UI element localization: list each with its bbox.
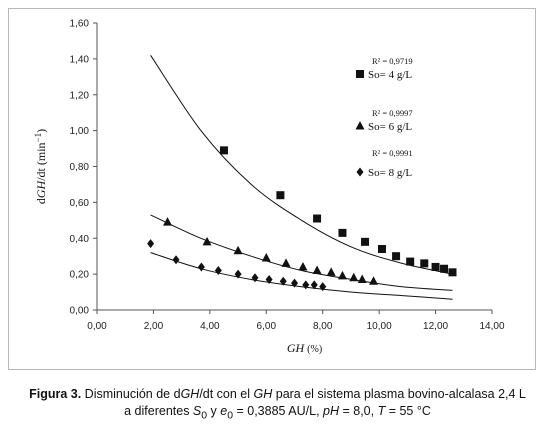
data-point: [202, 236, 212, 246]
caption-subscript: 0: [201, 410, 208, 422]
chart: 0,00 0,20 0,40 0,60 0,80 1,00 1,20 1,40 1,60 0,00…: [33, 19, 505, 356]
caption-text: /dt con el: [199, 387, 254, 401]
data-point: [377, 245, 386, 254]
r-squared-label: R² = 0,9997: [372, 108, 413, 118]
data-point: [319, 282, 327, 292]
y-tick-label: 1,60: [70, 19, 90, 30]
y-tick-label: 0,00: [70, 306, 90, 317]
data-point: [234, 269, 242, 279]
data-point: [338, 228, 347, 237]
x-tick-label: 8,00: [313, 321, 333, 332]
legend-label: So= 8 g/L: [368, 167, 412, 179]
caption-text: = 0,3885 AU/L,: [233, 404, 324, 418]
caption-text: y: [207, 404, 221, 418]
x-tick-label: 2,00: [144, 321, 164, 332]
chart-frame: [8, 8, 536, 370]
x-tick-label: 12,00: [423, 321, 448, 332]
legend-marker: [355, 121, 365, 130]
data-point: [281, 258, 291, 267]
data-point: [392, 252, 401, 261]
r-squared-label: R² = 0,9991: [372, 148, 413, 158]
caption-italic: S: [192, 404, 202, 418]
caption-subscript: 0: [227, 410, 234, 422]
data-point: [298, 261, 308, 271]
data-point: [431, 262, 440, 271]
caption-text: a diferentes: [124, 404, 193, 418]
legend-label: So= 4 g/L: [368, 69, 412, 81]
data-point: [349, 272, 359, 282]
data-point: [276, 191, 285, 200]
trendline: [150, 214, 453, 291]
data-point: [147, 239, 155, 249]
x-tick-label: 14,00: [479, 321, 504, 332]
data-point: [361, 237, 370, 246]
data-point: [251, 273, 259, 283]
data-point: [313, 214, 322, 223]
x-tick-label: 0,00: [87, 321, 107, 332]
caption-italic: T: [377, 404, 386, 418]
legend-marker: [356, 167, 364, 177]
data-point: [233, 245, 243, 255]
data-point: [279, 276, 287, 286]
data-point: [261, 252, 271, 262]
y-axis-label: dGH/dt (min−1): [33, 129, 48, 204]
y-tick-label: 0,20: [70, 270, 90, 281]
caption-text: = 55 °C: [385, 404, 431, 418]
data-point: [326, 267, 336, 276]
data-point: [440, 264, 449, 273]
legend-label: So= 6 g/L: [368, 121, 412, 133]
x-tick-label: 4,00: [200, 321, 220, 332]
caption-text: = 8,0,: [339, 404, 378, 418]
data-point: [406, 257, 415, 266]
caption-italic: GH: [253, 387, 273, 401]
data-point: [291, 278, 298, 288]
caption-italic: GH: [180, 387, 200, 401]
data-point: [312, 265, 322, 275]
y-tick-label: 1,20: [70, 90, 90, 101]
data-point: [197, 262, 205, 272]
caption-text: para el sistema plasma bovino-alcalasa 2…: [272, 387, 526, 401]
data-point: [357, 274, 367, 284]
y-tick-label: 1,40: [70, 54, 90, 65]
data-point: [214, 266, 222, 276]
trendline: [150, 55, 453, 275]
x-tick-label: 10,00: [367, 321, 392, 332]
data-point: [172, 255, 180, 265]
caption-text: Disminución de d: [81, 387, 181, 401]
caption-line-1: Figura 3. Disminución de dGH/dt con el G…: [0, 386, 555, 403]
data-point: [302, 280, 310, 290]
y-tick-label: 0,40: [70, 234, 90, 245]
data-point: [265, 275, 273, 285]
r-squared-label: R² = 0,9719: [372, 56, 413, 66]
caption-line-2: a diferentes S0 y e0 = 0,3885 AU/L, pH =…: [0, 403, 555, 425]
x-axis-label: GH (%): [287, 341, 322, 355]
caption-italic: pH: [323, 404, 339, 418]
data-point: [219, 146, 228, 155]
legend-marker: [356, 70, 364, 78]
data-point: [163, 217, 173, 226]
y-tick-label: 1,00: [70, 126, 90, 137]
data-point: [369, 276, 378, 285]
data-point: [420, 259, 429, 268]
data-point: [337, 270, 347, 280]
data-point: [310, 280, 318, 290]
caption-italic: e: [220, 404, 228, 418]
y-tick-label: 0,80: [70, 162, 90, 173]
caption-label: Figura 3.: [29, 387, 82, 401]
data-point: [448, 268, 457, 277]
figure-caption: Figura 3. Disminución de dGH/dt con el G…: [0, 386, 555, 425]
y-tick-label: 0,60: [70, 198, 90, 209]
x-tick-label: 6,00: [257, 321, 277, 332]
